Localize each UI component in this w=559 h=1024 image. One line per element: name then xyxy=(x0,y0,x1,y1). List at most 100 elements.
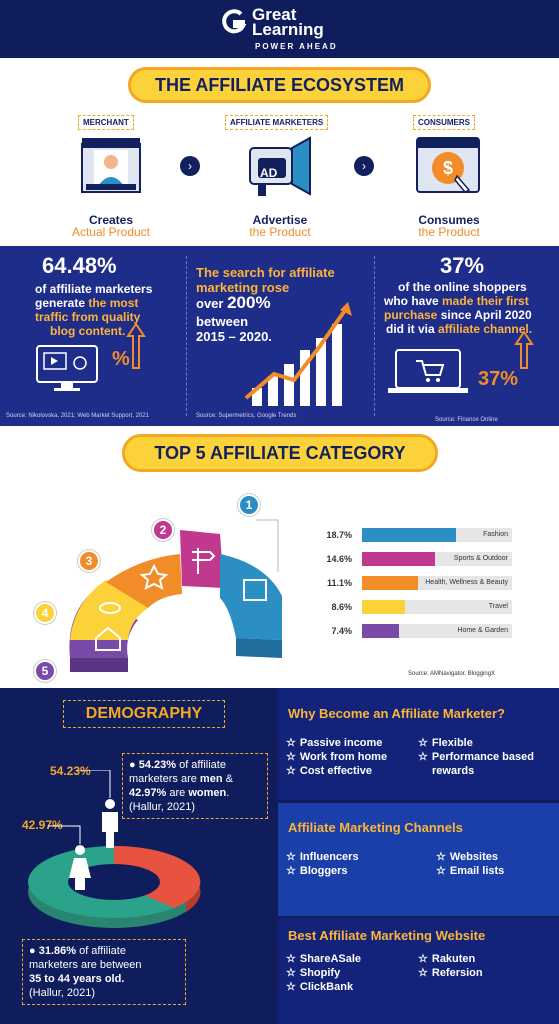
bar xyxy=(362,576,418,590)
rank-2-badge: 2 xyxy=(152,519,174,541)
bar-category-label: Travel xyxy=(488,603,508,610)
bar xyxy=(362,600,405,614)
bar-track: Home & Garden xyxy=(362,624,512,638)
stat1-percent-icon: % xyxy=(112,348,130,370)
bar-value-label: 7.4% xyxy=(331,626,352,636)
stat1-line3: traffic from quality xyxy=(35,310,141,324)
arrow-right-icon: › xyxy=(180,156,200,176)
merchant-action: Creates xyxy=(88,213,134,227)
gender-ring-graphic xyxy=(28,770,201,928)
stat1-line2: generate the most xyxy=(35,296,139,310)
ad-label: AD xyxy=(260,166,278,180)
star-icon: ☆ xyxy=(418,737,428,749)
marketer-action-sub: the Product xyxy=(249,225,311,239)
star-icon: ☆ xyxy=(286,953,296,965)
list-item: ☆ ClickBank xyxy=(286,981,354,993)
rank-3-badge: 3 xyxy=(78,550,100,572)
channels-title: Affiliate Marketing Channels xyxy=(288,820,463,835)
marketer-action: Advertise xyxy=(252,213,308,227)
star-icon: ☆ xyxy=(418,967,428,979)
why-panel xyxy=(278,688,559,800)
category-bar-chart: 18.7% Fashion 14.6% Sports & Outdoor 11.1% He… xyxy=(320,528,520,648)
best-panel xyxy=(278,918,559,1024)
rank-4-badge: 4 xyxy=(34,602,56,624)
star-icon: ☆ xyxy=(286,865,296,877)
list-item: ☆ Email lists xyxy=(436,865,505,877)
list-item: ☆ Work from home xyxy=(286,751,388,763)
list-item: ☆ Passive income xyxy=(286,737,383,749)
monitor-media-icon xyxy=(36,345,98,391)
stat3-source: Source: Finance Online xyxy=(435,417,498,423)
stat1-line4: blog content. xyxy=(50,324,126,338)
stat3-value: 37% xyxy=(440,253,485,278)
brand-tagline: POWER AHEAD xyxy=(255,42,338,51)
stat2-source: Source: Supermetrics, Google Trends xyxy=(196,413,297,419)
star-icon: ☆ xyxy=(418,751,428,763)
growth-bars-icon xyxy=(244,302,352,406)
stat2-line3: over 200% xyxy=(196,293,271,312)
stat3-percent-icon: 37% xyxy=(478,368,519,390)
channels-right-list: ☆ Websites ☆ Email lists xyxy=(436,850,504,878)
why-title: Why Become an Affiliate Marketer? xyxy=(288,706,505,721)
men-percentage: 54.23% xyxy=(50,764,91,778)
bar xyxy=(362,528,456,542)
megaphone-icon xyxy=(249,136,311,196)
brand-name-line1: Great xyxy=(252,5,297,24)
star-icon: ☆ xyxy=(286,851,296,863)
stat3-line2: who have made their first xyxy=(384,294,529,308)
great-learning-logo-icon xyxy=(222,9,247,34)
channels-panel xyxy=(278,803,559,916)
bar xyxy=(362,624,399,638)
stat2-line5: 2015 – 2020. xyxy=(196,329,272,344)
list-item: ☆ Flexible xyxy=(418,737,473,749)
list-item: ☆ Rakuten xyxy=(418,953,476,965)
top5-source: Source: AMNavigator, BloggingX xyxy=(408,671,496,677)
merchant-tag: MERCHANT xyxy=(78,115,134,130)
rank-5-badge: 5 xyxy=(34,660,56,682)
merchant-action-sub: Actual Product xyxy=(71,225,151,239)
age-note: ● 31.86% of affiliate marketers are betw… xyxy=(22,939,186,1005)
bar-track: Sports & Outdoor xyxy=(362,552,512,566)
ecosystem-title: THE AFFILIATE ECOSYSTEM xyxy=(128,67,431,103)
why-right-list: ☆ Flexible ☆ Performance based rewards xyxy=(418,736,534,778)
arrow-right-icon: › xyxy=(354,156,374,176)
star-icon: ☆ xyxy=(436,865,446,877)
divider xyxy=(186,256,187,416)
rank-1-badge: 1 xyxy=(238,494,260,516)
star-icon: ☆ xyxy=(436,851,446,863)
divider xyxy=(374,256,375,416)
star-icon: ☆ xyxy=(286,737,296,749)
top5-title: TOP 5 AFFILIATE CATEGORY xyxy=(122,434,438,472)
star-icon: ☆ xyxy=(286,751,296,763)
browser-dollar-icon: $ xyxy=(416,137,480,193)
stat3-line3: purchase since April 2020 xyxy=(384,308,532,322)
stat3-line1: of the online shoppers xyxy=(398,280,527,294)
bar-value-label: 8.6% xyxy=(331,602,352,612)
stat1-source: Source: Nikolovska, 2021; Web Market Sup… xyxy=(6,413,149,419)
bar xyxy=(362,552,435,566)
list-item: ☆ ShareASale xyxy=(286,953,362,965)
consumer-action: Consumes xyxy=(418,213,480,227)
affiliate-marketers-tag: AFFILIATE MARKETERS xyxy=(225,115,329,130)
stat2-line2: marketing rose xyxy=(196,280,290,295)
why-left-list: ☆ Passive income ☆ Work from home ☆ Cost ef… xyxy=(286,736,387,778)
bar-track: Health, Wellness & Beauty xyxy=(362,576,512,590)
demography-title: DEMOGRAPHY xyxy=(63,700,225,728)
list-item: ☆ Websites xyxy=(436,851,498,863)
list-item: ☆ Influencers xyxy=(286,851,359,863)
star-icon: ☆ xyxy=(418,953,428,965)
consumer-action-sub: the Product xyxy=(418,225,480,239)
list-item: ☆ Refersion xyxy=(418,967,483,979)
stat3-line4: did it via affiliate channel. xyxy=(386,322,533,336)
best-title: Best Affiliate Marketing Website xyxy=(288,928,486,943)
up-arrow-icon xyxy=(126,322,146,369)
list-item: ☆ Bloggers xyxy=(286,865,348,877)
best-right-list: ☆ Rakuten ☆ Refersion xyxy=(418,952,483,980)
svg-text:$: $ xyxy=(443,158,453,178)
header xyxy=(0,0,559,58)
list-item: rewards xyxy=(432,765,475,777)
list-item: ☆ Performance based xyxy=(418,751,534,763)
bar-category-label: Health, Wellness & Beauty xyxy=(425,579,508,586)
stat1-value: 64.48% xyxy=(42,253,117,278)
bar-track: Fashion xyxy=(362,528,512,542)
